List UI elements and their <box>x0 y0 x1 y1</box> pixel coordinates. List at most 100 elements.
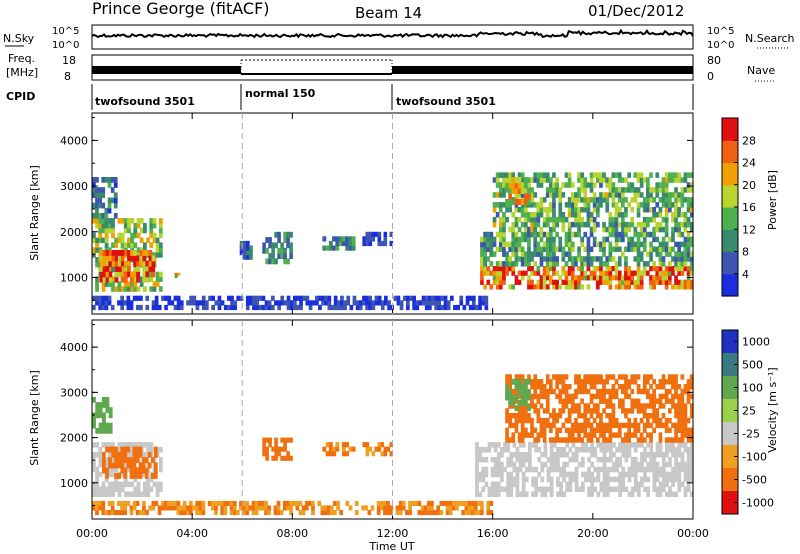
heatmap-cell <box>98 212 102 219</box>
heatmap-cell <box>564 403 569 409</box>
heatmap-cell <box>104 177 109 183</box>
heatmap-cell <box>671 270 675 276</box>
heatmap-cell <box>111 260 116 267</box>
heatmap-cell <box>108 446 112 453</box>
heatmap-cell <box>477 510 481 516</box>
heatmap-cell <box>132 473 137 479</box>
heatmap-cell <box>527 413 531 419</box>
heatmap-cell <box>583 202 588 208</box>
heatmap-cell <box>520 261 525 267</box>
heatmap-cell <box>232 505 237 511</box>
heatmap-cell <box>95 300 99 306</box>
heatmap-cell <box>586 251 591 257</box>
heatmap-cell <box>472 304 476 311</box>
heatmap-cell <box>277 304 281 311</box>
heatmap-cell <box>129 505 134 511</box>
heatmap-cell <box>577 374 581 380</box>
heatmap-cell <box>289 510 293 516</box>
heatmap-cell <box>686 231 691 238</box>
heatmap-cell <box>627 471 632 478</box>
heatmap-cell <box>239 500 243 506</box>
heatmap-cell <box>117 237 122 244</box>
heatmap-cell <box>583 256 588 262</box>
heatmap-cell <box>639 256 644 262</box>
heatmap-cell <box>552 182 556 188</box>
heatmap-cell <box>661 182 666 188</box>
heatmap-cell <box>570 437 575 443</box>
heatmap-cell <box>536 384 541 390</box>
heatmap-cell <box>95 281 99 287</box>
heatmap-cell <box>586 241 591 248</box>
heatmap-cell <box>368 231 373 237</box>
heatmap-cell <box>517 437 522 443</box>
heatmap-cell <box>642 437 647 443</box>
heatmap-cell <box>689 256 694 262</box>
heatmap-cell <box>508 379 512 385</box>
heatmap-cell <box>135 446 140 453</box>
heatmap-cell <box>680 177 685 183</box>
heatmap-cell <box>110 187 115 193</box>
heatmap-cell <box>602 447 607 453</box>
heatmap-cell <box>602 226 606 233</box>
heatmap-cell <box>528 466 532 473</box>
heatmap-cell <box>335 442 340 448</box>
heatmap-cell <box>574 427 578 433</box>
heatmap-cell <box>561 256 566 262</box>
heatmap-cell <box>143 242 147 248</box>
heatmap-cell <box>95 402 100 408</box>
heatmap-cell <box>117 462 121 469</box>
heatmap-cell <box>515 476 520 483</box>
heatmap-cell <box>127 222 131 229</box>
heatmap-cell <box>536 437 541 443</box>
heatmap-cell <box>179 505 184 511</box>
heatmap-cell <box>677 393 681 400</box>
heatmap-cell <box>614 236 619 243</box>
heatmap-cell <box>658 279 663 285</box>
heatmap-cell <box>530 212 534 218</box>
heatmap-cell <box>503 486 507 492</box>
heatmap-cell <box>671 471 675 478</box>
heatmap-cell <box>105 467 109 474</box>
heatmap-cell <box>101 177 106 183</box>
heatmap-cell <box>680 266 685 272</box>
heatmap-cell <box>452 500 456 506</box>
heatmap-cell <box>543 442 548 448</box>
heatmap-cell <box>257 505 262 511</box>
heatmap-cell <box>668 476 672 483</box>
heatmap-cell <box>138 462 143 469</box>
heatmap-cell <box>539 422 544 429</box>
heatmap-cell <box>627 384 631 390</box>
heatmap-cell <box>583 403 588 409</box>
heatmap-cell <box>114 462 118 469</box>
freq-unit-label: [MHz] <box>6 66 38 79</box>
heatmap-cell <box>562 447 566 453</box>
heatmap-cell <box>542 197 547 203</box>
heatmap-cell <box>490 456 495 463</box>
heatmap-cell <box>502 212 506 218</box>
heatmap-cell <box>113 510 118 516</box>
heatmap-cell <box>117 300 121 306</box>
heatmap-cell <box>493 481 498 488</box>
heatmap-cell <box>505 216 509 223</box>
heatmap-cell <box>680 403 685 409</box>
heatmap-cell <box>274 446 278 452</box>
heatmap-cell <box>608 432 613 438</box>
heatmap-cell <box>389 451 394 457</box>
heatmap-cell <box>92 500 96 506</box>
heatmap-cell <box>98 202 102 209</box>
heatmap-cell <box>326 505 331 511</box>
heatmap-cell <box>195 505 199 511</box>
heatmap-cell <box>683 403 688 409</box>
heatmap-cell <box>527 394 531 401</box>
heatmap-cell <box>549 261 553 267</box>
heatmap-cell <box>145 260 150 267</box>
heatmap-cell <box>561 270 566 276</box>
heatmap-cell <box>536 284 541 290</box>
heatmap-cell <box>658 422 663 429</box>
heatmap-cell <box>649 413 653 419</box>
heatmap-cell <box>149 232 154 239</box>
heatmap-cell <box>577 192 581 198</box>
heatmap-cell <box>621 275 625 281</box>
heatmap-cell <box>642 207 647 213</box>
heatmap-cell <box>114 255 119 262</box>
